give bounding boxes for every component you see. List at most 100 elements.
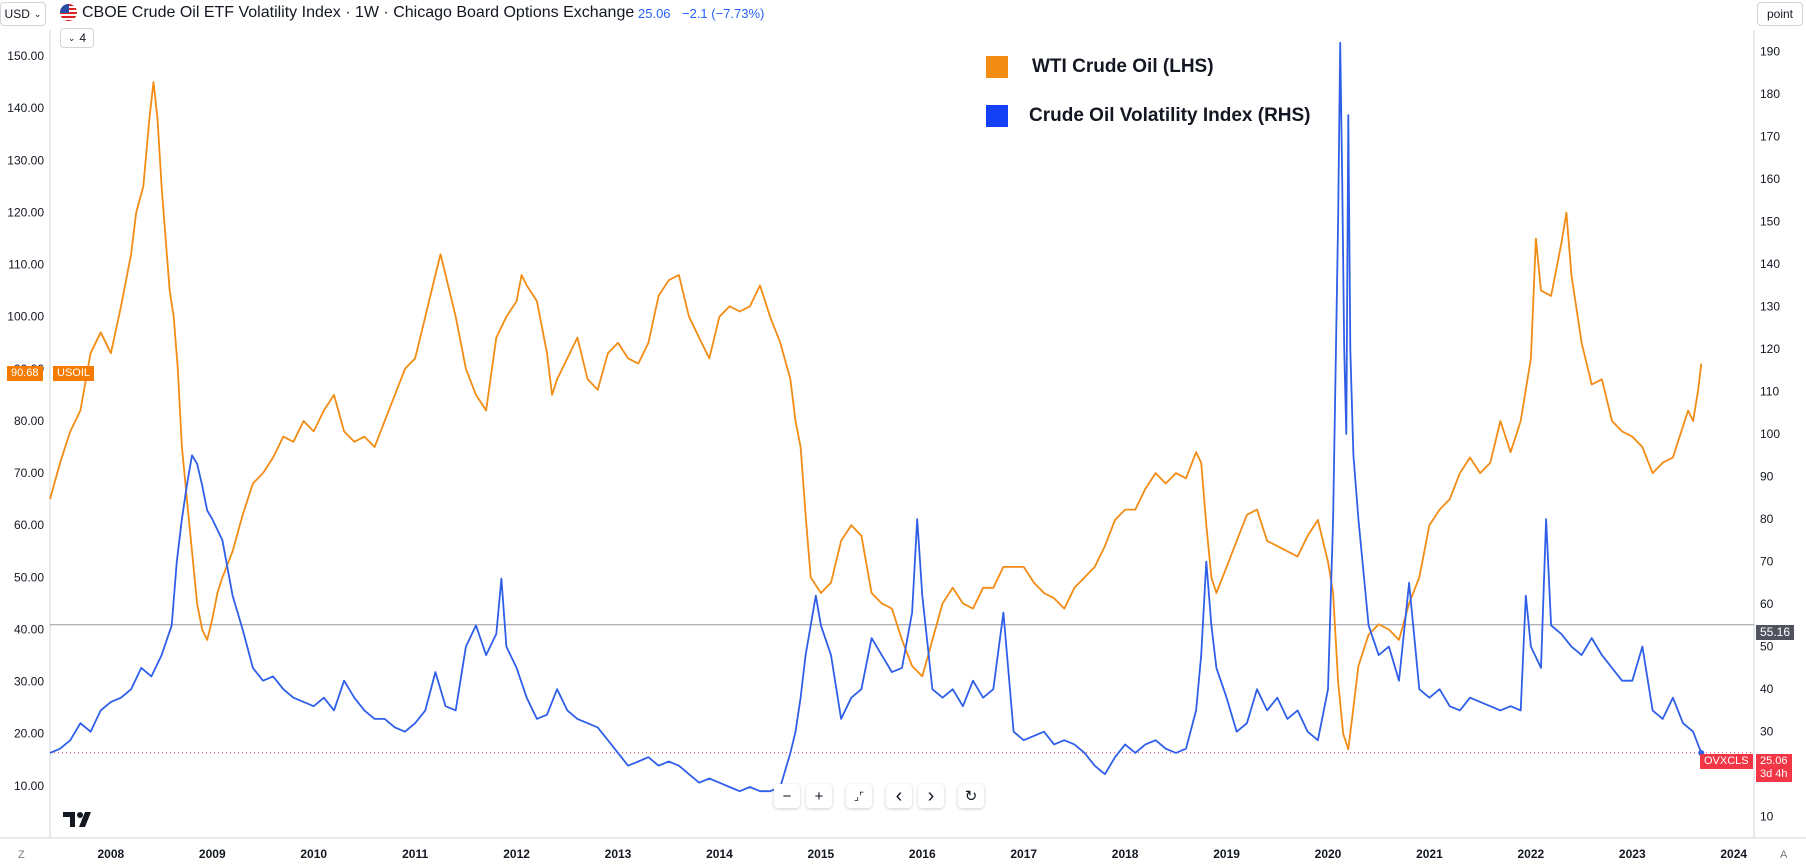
ovx-value: 25.06 [1760, 755, 1788, 767]
usoil-name-tag: USOIL [53, 366, 95, 381]
tradingview-logo-shape [63, 812, 91, 827]
tradingview-logo-icon [63, 810, 97, 828]
ovx-value-tag: 25.06 3d 4h [1756, 754, 1792, 782]
auto-scale-toggle[interactable]: A [1780, 849, 1787, 861]
reference-lines [50, 624, 1754, 754]
x-tick-label: 2023 [1619, 847, 1646, 861]
indicators-toggle[interactable]: ⌄ 4 [60, 28, 94, 48]
right-tick-label: 100 [1760, 427, 1780, 441]
time-axis: 2008 2009 2010 2011 2012 2013 2014 2015 2016 2017… [98, 847, 1748, 861]
right-tick-label: 90 [1760, 470, 1774, 484]
x-tick-label: 2010 [300, 847, 327, 861]
right-price-axis: 1020304050607080901001101201301401501601… [1760, 44, 1780, 823]
reset-scale-icon: ⌟⌜ [853, 790, 865, 803]
scroll-left-button[interactable]: ‹ [886, 784, 912, 808]
unit-label: point [1766, 7, 1794, 21]
plus-icon: + [814, 787, 824, 805]
left-tick-label: 40.00 [14, 622, 44, 636]
x-tick-label: 2011 [402, 847, 428, 861]
x-tick-label: 2014 [706, 847, 733, 861]
x-tick-label: 2017 [1010, 847, 1037, 861]
right-tick-label: 50 [1760, 640, 1774, 654]
x-tick-label: 2020 [1315, 847, 1342, 861]
minus-icon: − [782, 787, 792, 805]
x-tick-label: 2022 [1518, 847, 1545, 861]
right-tick-label: 70 [1760, 555, 1774, 569]
left-tick-label: 10.00 [14, 779, 44, 793]
right-tick-label: 120 [1760, 342, 1780, 356]
right-tick-label: 150 [1760, 214, 1780, 228]
log-scale-toggle[interactable]: Z [18, 849, 25, 861]
price-change: −2.1 (−7.73%) [682, 6, 765, 21]
chevron-down-icon: ⌄ [33, 8, 42, 19]
left-tick-label: 80.00 [14, 414, 44, 428]
ovx-name-tag: OVXCLS [1700, 754, 1753, 769]
ovx-countdown: 3d 4h [1760, 768, 1788, 780]
right-tick-label: 160 [1760, 172, 1780, 186]
currency-label: USD [4, 7, 30, 21]
x-tick-label: 2008 [98, 847, 125, 861]
left-tick-label: 50.00 [14, 570, 44, 584]
left-tick-label: 20.00 [14, 727, 44, 741]
refresh-button[interactable]: ↻ [958, 784, 984, 808]
left-tick-label: 100.00 [7, 310, 44, 324]
x-tick-label: 2021 [1416, 847, 1443, 861]
top-bar: USD ⌄ CBOE Crude Oil ETF Volatility Inde… [0, 0, 1806, 28]
right-tick-label: 130 [1760, 299, 1780, 313]
x-tick-label: 2018 [1112, 847, 1139, 861]
zoom-out-button[interactable]: − [774, 784, 800, 808]
left-tick-label: 60.00 [14, 518, 44, 532]
x-tick-label: 2009 [199, 847, 226, 861]
axes [0, 30, 1806, 839]
right-tick-label: 30 [1760, 725, 1774, 739]
right-tick-label: 140 [1760, 257, 1780, 271]
crosshair-value-tag: 55.16 [1756, 625, 1795, 640]
right-tick-label: 190 [1760, 44, 1780, 58]
x-tick-label: 2013 [605, 847, 632, 861]
wti-series-line [49, 81, 1703, 751]
x-tick-label: 2019 [1213, 847, 1240, 861]
x-tick-label: 2016 [909, 847, 936, 861]
auto-scale-label: A [1780, 849, 1788, 861]
right-tick-label: 180 [1760, 87, 1780, 101]
left-tick-label: 110.00 [8, 258, 44, 272]
x-tick-label: 2024 [1720, 847, 1747, 861]
chevron-left-icon: ‹ [895, 784, 903, 807]
indicator-count: 4 [79, 31, 87, 45]
left-tick-label: 70.00 [14, 466, 44, 480]
right-tick-label: 80 [1760, 512, 1774, 526]
usoil-value-tag: 90.68 [7, 366, 43, 381]
right-tick-label: 170 [1760, 129, 1780, 143]
x-tick-label: 2015 [808, 847, 835, 861]
right-tick-label: 110 [1760, 384, 1779, 398]
chart-title: CBOE Crude Oil ETF Volatility Index · 1W… [82, 4, 635, 21]
series-layer [49, 41, 1705, 793]
right-tick-label: 10 [1760, 810, 1774, 824]
legend-swatch-ovx [986, 105, 1008, 127]
left-tick-label: 140.00 [7, 101, 44, 115]
left-price-axis: 10.00 20.00 30.00 40.00 50.00 60.00 70.00 80.00… [7, 49, 44, 793]
zoom-in-button[interactable]: + [806, 784, 832, 808]
x-tick-label: 2012 [503, 847, 530, 861]
legend-ovx-label: Crude Oil Volatility Index (RHS) [1029, 105, 1311, 126]
ovx-series-line [49, 41, 1703, 793]
chevron-right-icon: › [927, 784, 935, 807]
log-scale-label: Z [18, 849, 25, 861]
scroll-right-button[interactable]: › [918, 784, 944, 808]
chevron-down-icon: ⌄ [67, 32, 76, 43]
us-flag-icon [60, 4, 77, 21]
left-tick-label: 150.00 [7, 49, 44, 63]
left-tick-label: 30.00 [14, 675, 44, 689]
left-tick-label: 120.00 [7, 205, 44, 219]
reset-scale-button[interactable]: ⌟⌜ [846, 784, 872, 808]
legend-wti-label: WTI Crude Oil (LHS) [1032, 56, 1214, 77]
last-price: 25.06 [638, 6, 671, 21]
left-tick-label: 130.00 [7, 153, 44, 167]
currency-button[interactable]: USD ⌄ [0, 2, 46, 26]
right-tick-label: 60 [1760, 597, 1774, 611]
legend-swatch-wti [986, 56, 1008, 78]
unit-button[interactable]: point [1757, 2, 1803, 26]
right-tick-label: 40 [1760, 682, 1774, 696]
refresh-icon: ↻ [964, 788, 978, 805]
